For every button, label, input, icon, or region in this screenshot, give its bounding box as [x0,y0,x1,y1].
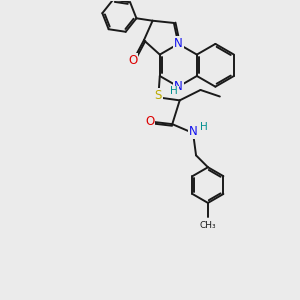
Text: H: H [200,122,208,131]
Text: H: H [170,86,178,96]
Text: N: N [174,80,183,93]
Text: S: S [154,89,162,102]
Text: CH₃: CH₃ [200,221,216,230]
Text: O: O [128,54,137,67]
Text: N: N [189,125,198,138]
Text: N: N [174,38,183,50]
Text: O: O [145,115,154,128]
